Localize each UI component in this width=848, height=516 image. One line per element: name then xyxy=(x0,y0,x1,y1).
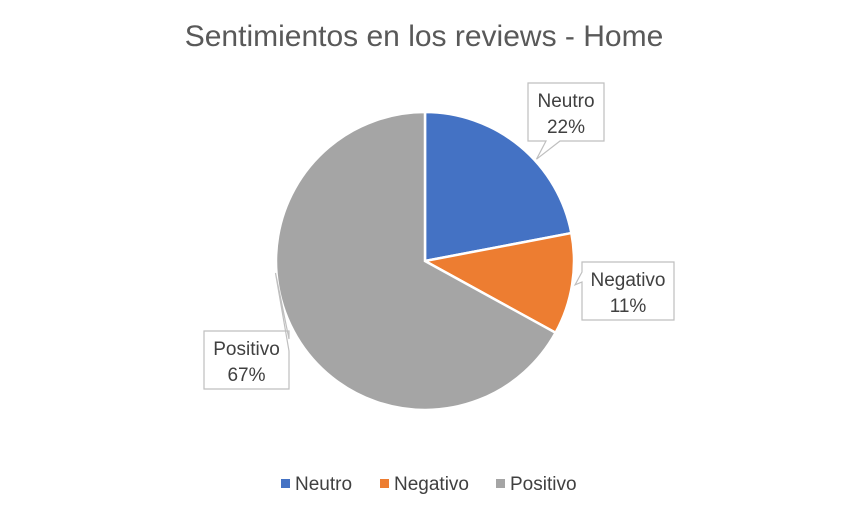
legend-item-positivo: Positivo xyxy=(496,474,577,495)
callout-box xyxy=(573,261,675,321)
callout-box xyxy=(527,82,605,160)
data-label-negativo: Negativo 11% xyxy=(573,261,675,321)
legend-swatch xyxy=(281,479,290,488)
chart-legend: Neutro Negativo Positivo xyxy=(281,474,577,495)
data-label-category: Neutro xyxy=(537,91,594,112)
data-label-neutro: Neutro 22% xyxy=(527,82,605,160)
data-label-callouts: Neutro 22% Negativo 11% Positivo 67% xyxy=(203,82,675,390)
data-label-category: Positivo xyxy=(213,339,280,360)
pie-slice-negativo xyxy=(421,231,576,335)
data-label-category: Negativo xyxy=(591,270,666,291)
legend-label: Negativo xyxy=(394,474,469,495)
legend-swatch xyxy=(380,479,389,488)
callout-box xyxy=(203,272,290,390)
data-label-value: 11% xyxy=(610,296,647,317)
pie-slice-neutro xyxy=(423,110,573,263)
chart-title: Sentimientos en los reviews - Home xyxy=(185,20,664,53)
data-label-positivo: Positivo 67% xyxy=(203,272,290,390)
legend-swatch xyxy=(496,479,505,488)
legend-label: Neutro xyxy=(295,474,352,495)
legend-item-neutro: Neutro xyxy=(281,474,352,495)
legend-item-negativo: Negativo xyxy=(380,474,469,495)
data-label-value: 22% xyxy=(547,117,585,138)
data-label-value: 67% xyxy=(227,365,265,386)
pie-slice-positivo xyxy=(274,110,558,412)
legend-label: Positivo xyxy=(510,474,577,495)
pie-slices xyxy=(274,110,576,412)
